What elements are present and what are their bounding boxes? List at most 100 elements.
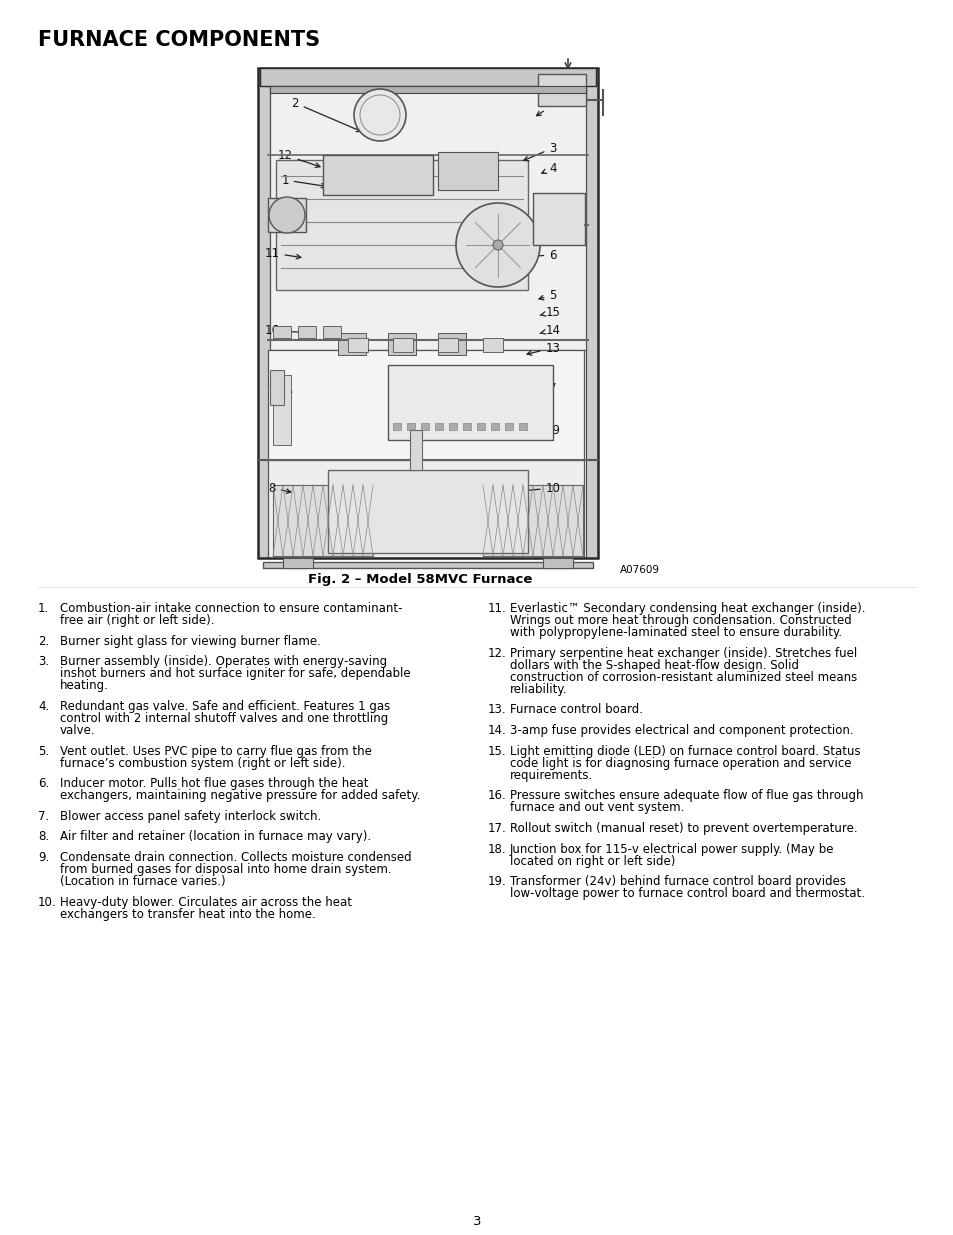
Text: 9.: 9. <box>38 851 50 864</box>
Bar <box>420 424 429 430</box>
Bar <box>449 424 456 430</box>
Text: Condensate drain connection. Collects moisture condensed: Condensate drain connection. Collects mo… <box>60 851 411 864</box>
Text: Vent outlet. Uses PVC pipe to carry flue gas from the: Vent outlet. Uses PVC pipe to carry flue… <box>60 745 372 757</box>
Text: free air (right or left side).: free air (right or left side). <box>60 614 214 627</box>
Text: furnace and out vent system.: furnace and out vent system. <box>510 802 683 814</box>
Text: Wrings out more heat through condensation. Constructed: Wrings out more heat through condensatio… <box>510 614 851 627</box>
Text: Pressure switches ensure adequate flow of flue gas through: Pressure switches ensure adequate flow o… <box>510 789 862 803</box>
Circle shape <box>493 240 502 249</box>
Text: 5: 5 <box>538 289 557 301</box>
Text: Rollout switch (manual reset) to prevent overtemperature.: Rollout switch (manual reset) to prevent… <box>510 823 857 835</box>
Text: 18: 18 <box>539 214 559 227</box>
Bar <box>273 326 291 338</box>
Text: 3: 3 <box>523 142 557 161</box>
Text: control with 2 internal shutoff valves and one throttling: control with 2 internal shutoff valves a… <box>60 713 388 725</box>
Text: 3.: 3. <box>38 656 49 668</box>
Bar <box>273 375 291 445</box>
Bar <box>504 424 513 430</box>
Bar <box>585 68 598 558</box>
Text: 5.: 5. <box>38 745 49 757</box>
Text: 19.: 19. <box>488 876 506 888</box>
Text: reliability.: reliability. <box>510 683 567 695</box>
Bar <box>476 424 484 430</box>
Text: Redundant gas valve. Safe and efficient. Features 1 gas: Redundant gas valve. Safe and efficient.… <box>60 700 390 713</box>
Circle shape <box>354 89 406 141</box>
Text: 13: 13 <box>526 342 559 356</box>
Text: heating.: heating. <box>60 679 109 693</box>
Text: 5: 5 <box>268 209 289 221</box>
Text: low‑voltage power to furnace control board and thermostat.: low‑voltage power to furnace control boa… <box>510 887 864 900</box>
Text: 14.: 14. <box>488 724 506 737</box>
Bar <box>388 366 553 440</box>
Text: construction of corrosion‑resistant aluminized steel means: construction of corrosion‑resistant alum… <box>510 671 857 684</box>
Bar <box>268 198 306 232</box>
Text: Combustion‑air intake connection to ensure contaminant‑: Combustion‑air intake connection to ensu… <box>60 601 402 615</box>
Bar <box>268 350 583 459</box>
Text: 8: 8 <box>268 482 291 494</box>
Bar <box>437 338 457 352</box>
Text: Primary serpentine heat exchanger (inside). Stretches fuel: Primary serpentine heat exchanger (insid… <box>510 647 857 659</box>
Text: Heavy‑duty blower. Circulates air across the heat: Heavy‑duty blower. Circulates air across… <box>60 895 352 909</box>
Text: 7: 7 <box>512 382 557 399</box>
Text: dollars with the S‑shaped heat‑flow design. Solid: dollars with the S‑shaped heat‑flow desi… <box>510 658 799 672</box>
Text: 13.: 13. <box>488 704 506 716</box>
Bar <box>297 326 315 338</box>
Text: 2: 2 <box>291 96 361 132</box>
Text: located on right or left side): located on right or left side) <box>510 855 675 868</box>
Text: Everlastic™ Secondary condensing heat exchanger (inside).: Everlastic™ Secondary condensing heat ex… <box>510 601 864 615</box>
Bar <box>407 424 415 430</box>
Text: (Location in furnace varies.): (Location in furnace varies.) <box>60 876 226 888</box>
Text: Light emitting diode (LED) on furnace control board. Status: Light emitting diode (LED) on furnace co… <box>510 745 860 757</box>
Text: 17.: 17. <box>488 823 506 835</box>
Bar <box>393 424 400 430</box>
Text: 15.: 15. <box>488 745 506 757</box>
Bar <box>348 338 368 352</box>
Bar <box>270 86 585 350</box>
Bar <box>260 68 596 86</box>
Text: 6: 6 <box>503 248 557 262</box>
Text: 8.: 8. <box>38 830 49 844</box>
Text: Blower access panel safety interlock switch.: Blower access panel safety interlock swi… <box>60 810 321 823</box>
Text: from burned gases for disposal into home drain system.: from burned gases for disposal into home… <box>60 863 392 876</box>
Text: 2.: 2. <box>38 635 50 647</box>
Bar <box>337 333 366 354</box>
Bar <box>542 558 573 568</box>
Text: 11.: 11. <box>488 601 506 615</box>
Text: 9: 9 <box>268 382 292 394</box>
Text: Junction box for 115‑v electrical power supply. (May be: Junction box for 115‑v electrical power … <box>510 842 834 856</box>
Bar <box>323 326 340 338</box>
Text: Furnace control board.: Furnace control board. <box>510 704 642 716</box>
Bar <box>270 370 284 405</box>
Text: 7.: 7. <box>38 810 50 823</box>
Bar <box>491 424 498 430</box>
Text: 6.: 6. <box>38 777 50 790</box>
Text: 16.: 16. <box>488 789 506 803</box>
Text: exchangers, maintaining negative pressure for added safety.: exchangers, maintaining negative pressur… <box>60 789 420 803</box>
Text: Air filter and retainer (location in furnace may vary).: Air filter and retainer (location in fur… <box>60 830 371 844</box>
Bar <box>275 161 527 290</box>
Text: with polypropylene‑laminated steel to ensure durability.: with polypropylene‑laminated steel to en… <box>510 626 841 640</box>
Text: 16: 16 <box>264 324 303 336</box>
Text: 12.: 12. <box>488 647 506 659</box>
Bar <box>518 424 526 430</box>
Bar <box>462 424 471 430</box>
Bar <box>268 459 583 558</box>
Bar <box>323 156 433 195</box>
Bar <box>393 338 413 352</box>
Text: Burner sight glass for viewing burner flame.: Burner sight glass for viewing burner fl… <box>60 635 320 647</box>
Text: 3: 3 <box>473 1215 480 1228</box>
Text: 4: 4 <box>541 162 557 174</box>
Text: 14: 14 <box>539 324 560 336</box>
Text: furnace’s combustion system (right or left side).: furnace’s combustion system (right or le… <box>60 757 345 769</box>
Circle shape <box>456 203 539 287</box>
Bar <box>537 74 585 106</box>
Bar <box>257 68 270 558</box>
Text: 3‑amp fuse provides electrical and component protection.: 3‑amp fuse provides electrical and compo… <box>510 724 853 737</box>
Text: 18.: 18. <box>488 842 506 856</box>
Bar <box>328 471 527 553</box>
Bar <box>437 152 497 190</box>
Bar <box>257 68 598 558</box>
Text: exchangers to transfer heat into the home.: exchangers to transfer heat into the hom… <box>60 908 315 921</box>
Bar <box>270 86 585 93</box>
Text: Fig. 2 – Model 58MVC Furnace: Fig. 2 – Model 58MVC Furnace <box>308 573 532 585</box>
